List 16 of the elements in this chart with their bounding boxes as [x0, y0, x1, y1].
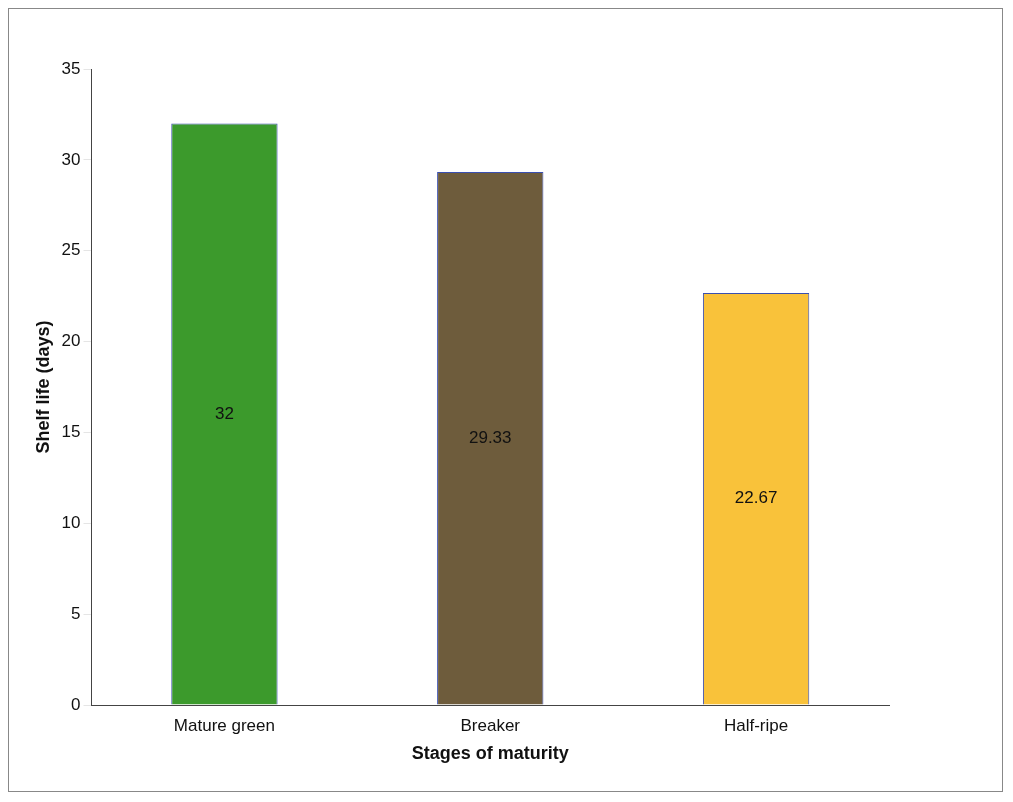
x-tick-label: Half-ripe	[723, 715, 789, 735]
y-tick-label: 35	[61, 58, 81, 78]
y-tick-label: 25	[61, 240, 81, 260]
y-tick-label: 15	[61, 422, 81, 442]
data-label: 32	[214, 403, 234, 423]
y-tick-label: 30	[61, 149, 81, 169]
data-label: 29.33	[468, 427, 512, 447]
y-tick-label: 5	[71, 603, 81, 623]
y-tick-label: 20	[61, 331, 81, 351]
data-label: 22.67	[734, 488, 778, 508]
x-tick-label: Breaker	[460, 715, 521, 735]
y-tick-label: 0	[71, 694, 81, 714]
y-tick-label: 10	[61, 512, 81, 532]
x-axis-title: Stages of maturity	[411, 743, 569, 764]
y-axis-title: Shelf life (days)	[32, 320, 53, 454]
x-tick-label: Mature green	[173, 715, 275, 735]
